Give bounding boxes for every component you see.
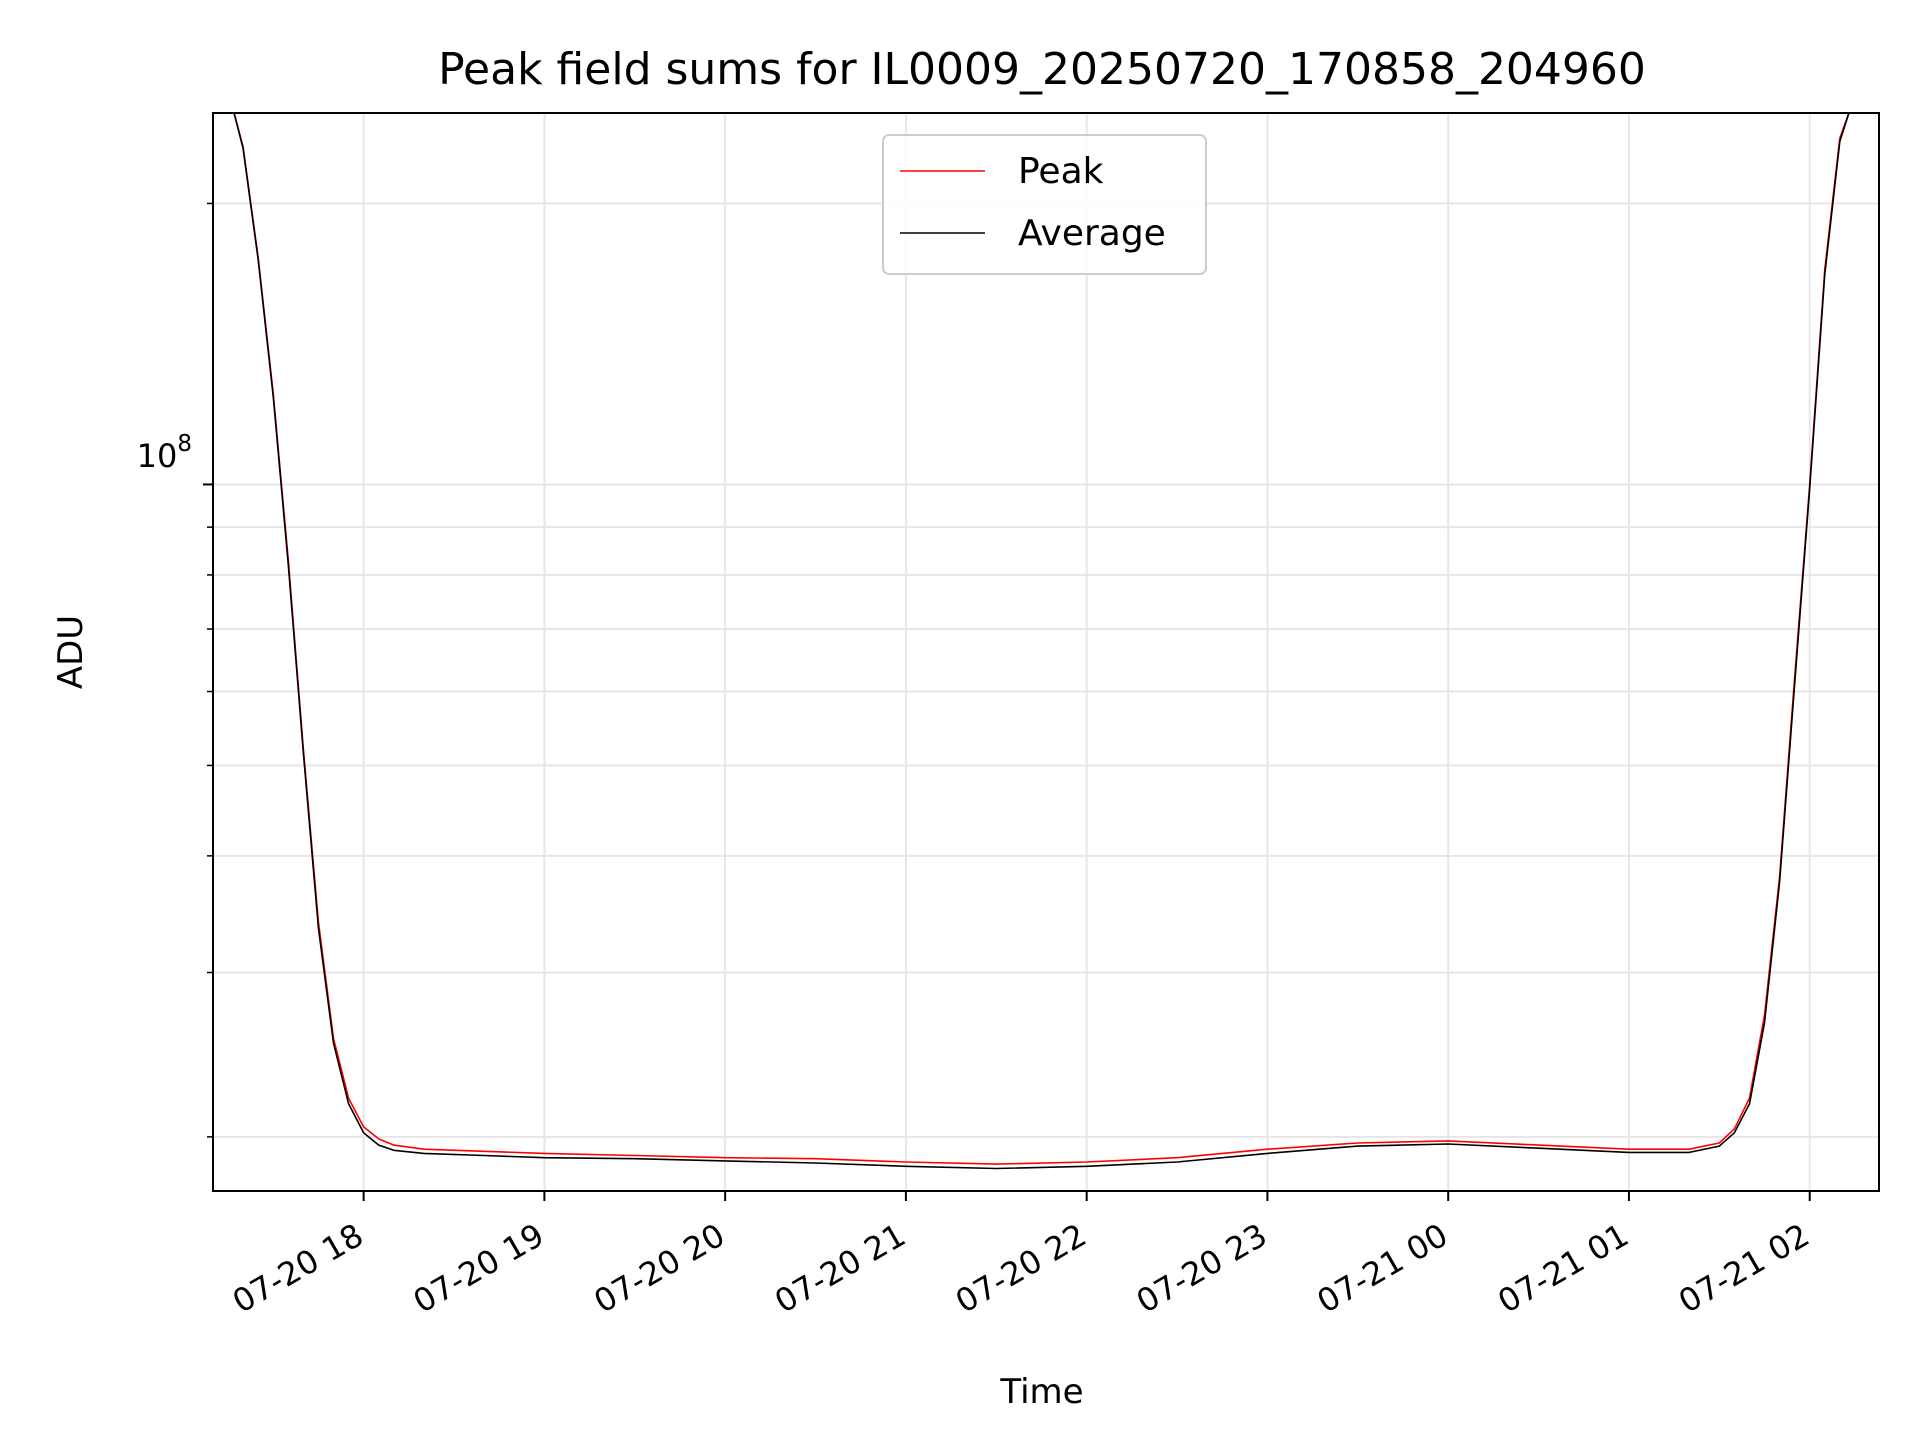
y-tick-base: 10 bbox=[137, 437, 178, 475]
legend-box bbox=[882, 134, 1207, 275]
plot-area-frame bbox=[212, 112, 1880, 1192]
legend: Peak Average bbox=[882, 134, 1207, 275]
y-tick-label-1e8: 108 bbox=[137, 431, 192, 475]
series-line-average bbox=[233, 112, 1850, 1170]
y-tick-exponent: 8 bbox=[177, 431, 192, 457]
legend-label-peak: Peak bbox=[1018, 151, 1104, 192]
grid-lines bbox=[213, 113, 1879, 1191]
legend-label-average: Average bbox=[1018, 213, 1166, 254]
chart-title: Peak field sums for IL0009_20250720_1708… bbox=[438, 44, 1646, 95]
x-axis-label: Time bbox=[999, 1372, 1083, 1412]
series-group bbox=[233, 112, 1850, 1170]
y-axis-label: ADU bbox=[51, 615, 91, 689]
y-axis-ticks bbox=[203, 202, 213, 1138]
